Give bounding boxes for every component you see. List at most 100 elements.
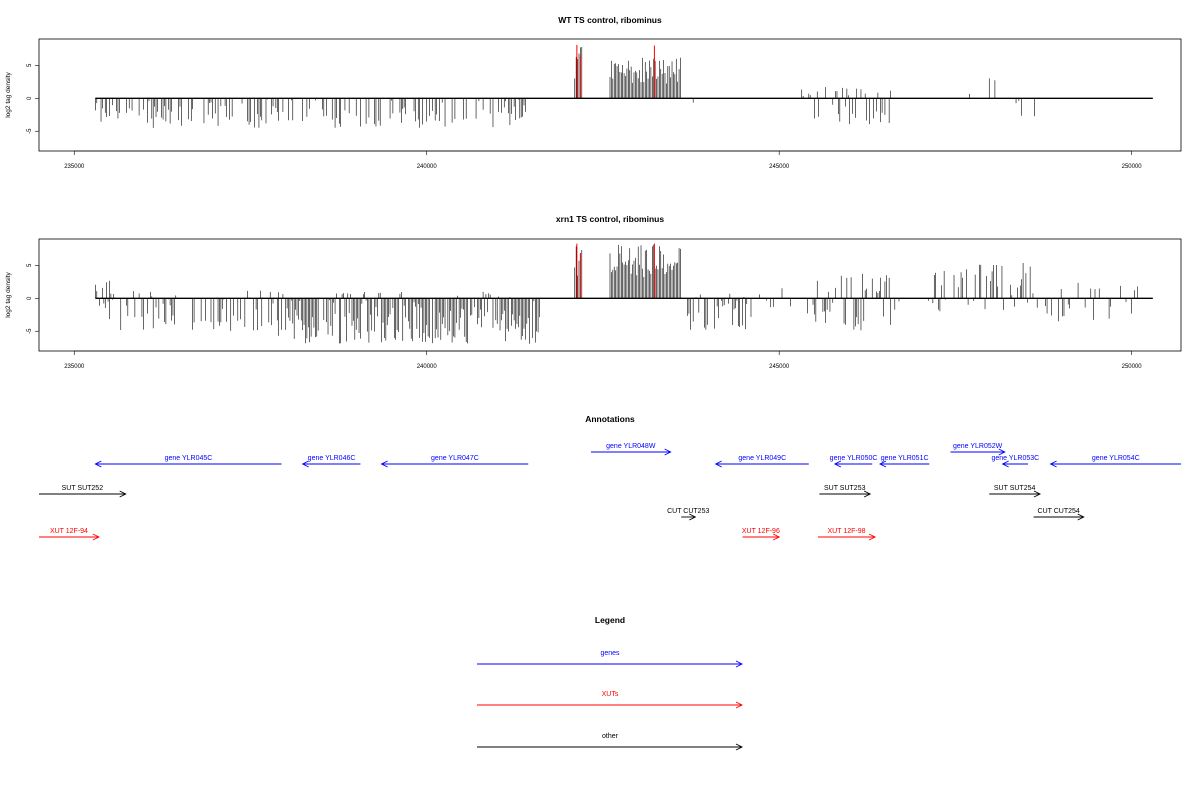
feature-arrow-head bbox=[863, 490, 872, 498]
feature-label: XUT 12F-98 bbox=[828, 528, 866, 535]
legend-label: genes bbox=[600, 650, 620, 657]
wt-segment-0 bbox=[95, 98, 526, 128]
feature-label: gene YLR047C bbox=[431, 455, 479, 462]
feature-arrow-head bbox=[301, 460, 309, 468]
feature-label: XUT 12F-96 bbox=[742, 528, 780, 535]
xrn1-x-tick-label: 250000 bbox=[1122, 364, 1143, 370]
legend-item-xuts: XUTs bbox=[477, 691, 744, 709]
feature-sut-sut254: SUT SUT254 bbox=[989, 485, 1042, 498]
wt-segment-6 bbox=[969, 78, 1020, 104]
xrn1-segment-5 bbox=[687, 293, 752, 330]
feature-arrow-head bbox=[998, 448, 1006, 456]
feature-arrow-head bbox=[689, 513, 697, 521]
feature-arrow-head bbox=[664, 448, 672, 456]
feature-label: XUT 12F-94 bbox=[50, 528, 88, 535]
xrn1-panel-title: xrn1 TS control, ribominus bbox=[556, 214, 664, 224]
legend-title: Legend bbox=[595, 615, 625, 625]
xrn1-segment-2 bbox=[278, 291, 540, 344]
feature-label: gene YLR050C bbox=[830, 455, 878, 462]
feature-gene-ylr052w: gene YLR052W bbox=[950, 443, 1006, 456]
feature-sut-sut252: SUT SUT252 bbox=[39, 485, 127, 498]
xrn1-segment-7 bbox=[807, 273, 900, 331]
feature-xut-12f-96: XUT 12F-96 bbox=[742, 528, 781, 541]
xrn1-segment-4 bbox=[609, 244, 681, 299]
wt-y-tick-label: 0 bbox=[27, 96, 33, 100]
feature-label: gene YLR051C bbox=[881, 455, 929, 462]
feature-label: SUT SUT253 bbox=[824, 485, 866, 492]
wt-segment-7 bbox=[1021, 98, 1035, 117]
feature-sut-sut253: SUT SUT253 bbox=[819, 485, 872, 498]
legend-arrow-head bbox=[735, 701, 744, 709]
wt-density-panel: WT TS control, ribominus log2 tag densit… bbox=[5, 15, 1182, 170]
xrn1-segment-8 bbox=[928, 262, 1034, 312]
feature-arrow-head bbox=[714, 460, 722, 468]
feature-gene-ylr049c: gene YLR049C bbox=[714, 455, 809, 468]
feature-arrow-head bbox=[868, 533, 877, 541]
feature-arrow-head bbox=[94, 460, 102, 468]
feature-label: gene YLR046C bbox=[308, 455, 356, 462]
xrn1-density-panel: xrn1 TS control, ribominus log2 tag dens… bbox=[5, 214, 1182, 370]
feature-label: SUT SUT254 bbox=[994, 485, 1036, 492]
feature-arrow-head bbox=[119, 490, 127, 498]
feature-arrow-head bbox=[833, 460, 842, 468]
feature-arrow-head bbox=[1049, 460, 1057, 468]
xrn1-density-bars bbox=[95, 243, 1138, 344]
feature-arrow-head bbox=[92, 533, 100, 541]
feature-label: gene YLR053C bbox=[991, 455, 1039, 462]
xrn1-x-tick-label: 240000 bbox=[417, 364, 438, 370]
xrn1-y-tick-label: 0 bbox=[27, 296, 33, 300]
xrn1-segment-6 bbox=[759, 288, 791, 308]
feature-xut-12f-94: XUT 12F-94 bbox=[39, 528, 100, 541]
wt-segment-5 bbox=[801, 87, 891, 125]
feature-gene-ylr053c: gene YLR053C bbox=[991, 455, 1039, 468]
legend-label: XUTs bbox=[602, 691, 619, 698]
feature-gene-ylr046c: gene YLR046C bbox=[301, 455, 361, 468]
wt-x-tick-label: 235000 bbox=[64, 164, 85, 170]
feature-label: gene YLR049C bbox=[738, 455, 786, 462]
annotation-features: gene YLR045C gene YLR046C gene YLR047C gene… bbox=[39, 443, 1181, 541]
xrn1-segment-1 bbox=[109, 290, 279, 331]
legend-item-genes: genes bbox=[477, 650, 744, 668]
wt-x-tick-label: 240000 bbox=[417, 164, 438, 170]
legend-items: genes XUTs other bbox=[477, 650, 744, 751]
legend-label: other bbox=[602, 733, 619, 740]
wt-x-tick-label: 245000 bbox=[769, 164, 790, 170]
wt-y-tick-label: 5 bbox=[27, 63, 33, 67]
feature-arrow-head bbox=[878, 460, 887, 468]
xrn1-x-tick-label: 245000 bbox=[769, 364, 790, 370]
wt-segment-2 bbox=[609, 57, 681, 99]
feature-xut-12f-98: XUT 12F-98 bbox=[817, 528, 877, 541]
feature-gene-ylr047c: gene YLR047C bbox=[380, 455, 529, 468]
feature-label: SUT SUT252 bbox=[62, 485, 104, 492]
xrn1-y-tick-label: -5 bbox=[27, 328, 33, 334]
feature-cut-cut254: CUT CUT254 bbox=[1033, 508, 1085, 521]
feature-arrow-head bbox=[772, 533, 781, 541]
legend-panel: Legend genes XUTs other bbox=[477, 615, 744, 751]
feature-arrow-head bbox=[1033, 490, 1042, 498]
xrn1-segment-9 bbox=[1036, 282, 1111, 322]
feature-gene-ylr054c: gene YLR054C bbox=[1049, 455, 1181, 468]
feature-cut-cut253: CUT CUT253 bbox=[667, 508, 709, 521]
feature-gene-ylr048w: gene YLR048W bbox=[590, 443, 672, 456]
wt-density-bars bbox=[95, 44, 1035, 128]
annotations-title: Annotations bbox=[585, 414, 635, 424]
feature-gene-ylr045c: gene YLR045C bbox=[94, 455, 282, 468]
feature-label: gene YLR054C bbox=[1092, 455, 1140, 462]
xrn1-segment-10 bbox=[1120, 285, 1138, 314]
legend-arrow-head bbox=[735, 743, 744, 751]
xrn1-axes: 235000 240000 245000 250000 -5 0 5 bbox=[27, 263, 1153, 370]
xrn1-y-axis-label: log2 tag density bbox=[5, 271, 12, 317]
wt-y-axis-label: log2 tag density bbox=[5, 71, 12, 117]
feature-label: gene YLR048W bbox=[606, 443, 656, 450]
wt-panel-title: WT TS control, ribominus bbox=[558, 15, 662, 25]
wt-axes: 235000 240000 245000 250000 -5 0 5 bbox=[27, 63, 1153, 170]
feature-label: CUT CUT254 bbox=[1038, 508, 1080, 515]
wt-x-tick-label: 250000 bbox=[1122, 164, 1143, 170]
feature-gene-ylr050c: gene YLR050C bbox=[830, 455, 878, 468]
xrn1-segment-0 bbox=[95, 280, 110, 308]
wt-y-tick-label: -5 bbox=[27, 128, 33, 134]
feature-arrow-head bbox=[1077, 513, 1085, 521]
feature-arrow-head bbox=[380, 460, 388, 468]
legend-arrow-head bbox=[735, 660, 744, 668]
